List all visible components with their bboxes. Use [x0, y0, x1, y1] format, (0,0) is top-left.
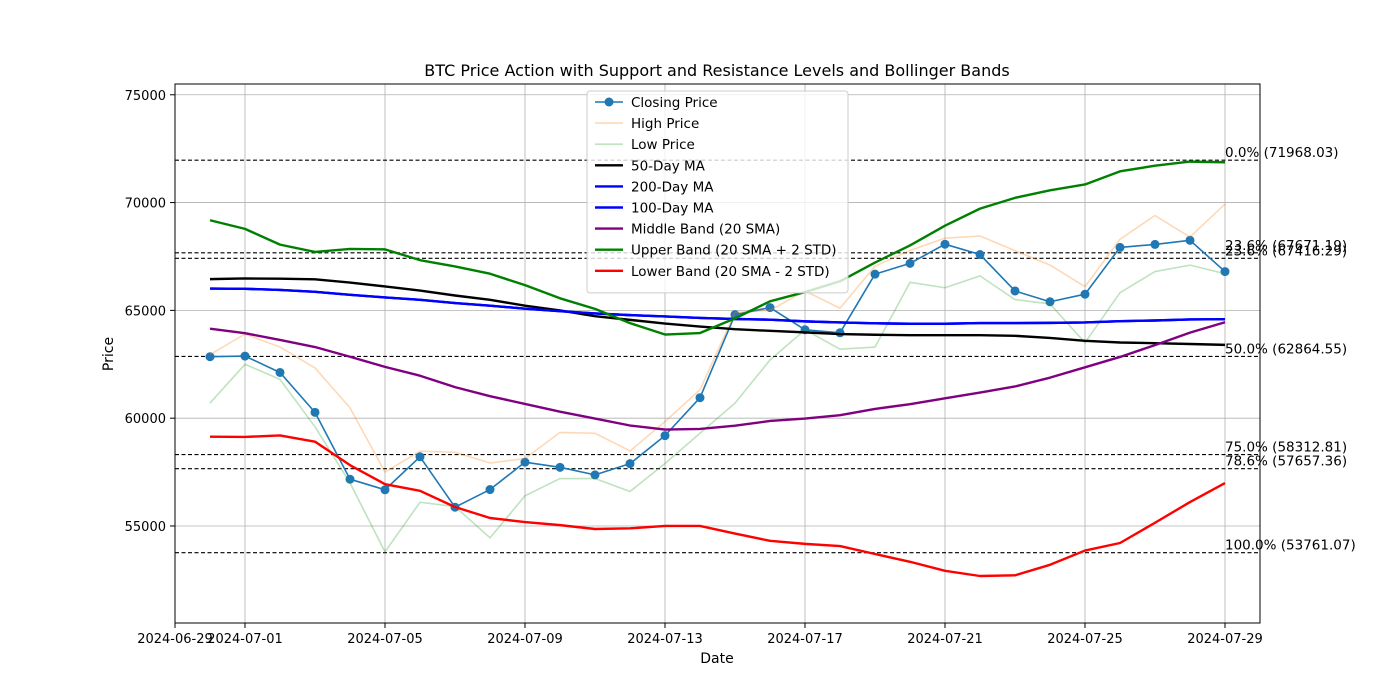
legend-label: Closing Price — [631, 95, 718, 111]
data-point — [975, 250, 985, 260]
legend-entry: 100-Day MA — [595, 201, 714, 217]
x-tick-label: 2024-07-01 — [207, 632, 283, 647]
data-point — [275, 367, 285, 377]
x-tick-label: 2024-07-21 — [907, 632, 983, 647]
level-label: 50.0% (62864.55) — [1225, 341, 1347, 357]
series-line — [209, 160, 1226, 336]
series-layer — [205, 160, 1230, 578]
series-line — [209, 264, 1226, 553]
legend-label: Lower Band (20 SMA - 2 STD) — [631, 264, 830, 280]
data-point — [695, 393, 705, 403]
data-point — [1010, 286, 1020, 296]
legend-entry: 50-Day MA — [595, 158, 706, 174]
x-tick-label: 2024-07-29 — [1187, 632, 1263, 647]
data-point — [485, 485, 495, 495]
level-label: 100.0% (53761.07) — [1225, 538, 1356, 554]
data-point — [1045, 297, 1055, 307]
series-lower-band-20-sma-2-std — [209, 434, 1226, 578]
legend: Closing Price High Price Low Price 50-Day M… — [586, 90, 849, 294]
legend-frame — [586, 90, 849, 294]
series-100-day-ma — [209, 287, 1226, 325]
data-point — [520, 457, 530, 467]
x-tick-label: 2024-07-25 — [1047, 632, 1123, 647]
data-point — [590, 470, 600, 480]
series-line — [209, 203, 1226, 473]
series-line — [209, 321, 1226, 431]
level-label: 75.0% (58312.81) — [1225, 440, 1347, 456]
legend-entry: 200-Day MA — [595, 179, 714, 195]
series-upper-band-20-sma-2-std — [209, 160, 1226, 336]
legend-entry: High Price — [595, 116, 699, 132]
data-point — [555, 462, 565, 472]
data-point — [1220, 267, 1230, 277]
legend-entry: Middle Band (20 SMA) — [595, 222, 780, 238]
legend-entry: Lower Band (20 SMA - 2 STD) — [595, 264, 830, 280]
legend-label: 50-Day MA — [631, 158, 706, 174]
data-point — [415, 452, 425, 462]
data-point — [205, 352, 215, 362]
data-point — [870, 269, 880, 279]
legend-label: High Price — [631, 116, 699, 132]
legend-entry: Upper Band (20 SMA + 2 STD) — [595, 243, 837, 259]
legend-label: Middle Band (20 SMA) — [631, 222, 780, 238]
data-point — [625, 459, 635, 469]
data-point — [1150, 239, 1160, 249]
legend-label: 200-Day MA — [631, 179, 714, 195]
legend-label: Upper Band (20 SMA + 2 STD) — [631, 243, 837, 259]
legend-marker — [604, 97, 614, 107]
series-closing-price — [205, 235, 1230, 512]
y-tick-label: 60000 — [125, 412, 166, 427]
x-axis-title: Date — [700, 651, 733, 667]
legend-label: 100-Day MA — [631, 201, 714, 217]
x-tick-label: 2024-07-05 — [347, 632, 423, 647]
data-point — [905, 258, 915, 268]
series-line — [209, 277, 1226, 347]
y-tick-label: 75000 — [125, 89, 166, 104]
data-point — [1185, 235, 1195, 245]
x-tick-label: 2024-07-13 — [627, 632, 703, 647]
data-point — [380, 485, 390, 495]
data-point — [240, 351, 250, 361]
y-axis-title: Price — [101, 337, 117, 371]
series-50-day-ma — [209, 277, 1226, 347]
data-point — [1115, 242, 1125, 252]
series-line — [209, 434, 1226, 578]
y-tick-label: 55000 — [125, 520, 166, 535]
y-tick-label: 65000 — [125, 304, 166, 319]
data-point — [1080, 289, 1090, 299]
data-point — [310, 407, 320, 417]
legend-entry: Closing Price — [595, 95, 718, 111]
data-point — [940, 239, 950, 249]
series-line — [209, 287, 1226, 325]
level-label: 78.6% (57657.36) — [1225, 454, 1347, 470]
data-point — [765, 303, 775, 313]
level-label: 23.6% (67416.29) — [1225, 243, 1347, 259]
series-middle-band-20-sma — [209, 321, 1226, 431]
plot-frame — [174, 83, 1261, 624]
level-label: 23.6% (67671.19) — [1225, 238, 1347, 254]
series-line — [209, 239, 1226, 509]
data-point — [660, 431, 670, 441]
x-tick-label: 2024-07-17 — [767, 632, 843, 647]
data-point — [345, 474, 355, 484]
series-high-price — [209, 203, 1226, 473]
x-tick-label: 2024-07-09 — [487, 632, 563, 647]
legend-label: Low Price — [631, 137, 695, 153]
y-tick-label: 70000 — [125, 197, 166, 212]
chart-title: BTC Price Action with Support and Resist… — [424, 61, 1009, 80]
legend-entry: Low Price — [595, 137, 695, 153]
series-low-price — [209, 264, 1226, 553]
level-label: 0.0% (71968.03) — [1225, 145, 1339, 161]
x-tick-label: 2024-06-29 — [137, 632, 213, 647]
level-label-layer: 0.0% (71968.03) 23.6% (67671.19)23.6% (67… — [1225, 145, 1356, 554]
